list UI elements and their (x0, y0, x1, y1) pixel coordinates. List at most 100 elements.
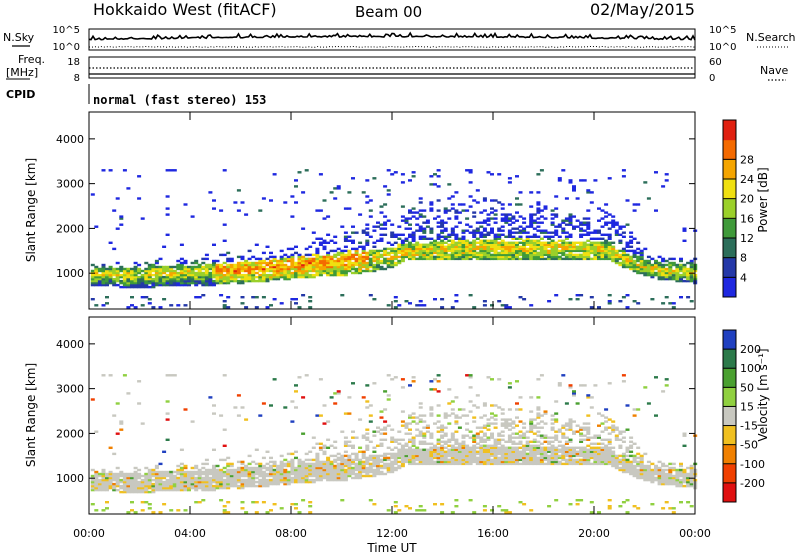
heatmap-cell (543, 235, 548, 238)
heatmap-cell (390, 233, 395, 236)
heatmap-cell (347, 249, 352, 253)
heatmap-cell (361, 456, 366, 460)
heatmap-cell (408, 257, 412, 261)
heatmap-cell (140, 490, 145, 494)
heatmap-cell (504, 511, 509, 514)
heatmap-cell (301, 396, 306, 399)
heatmap-cell (244, 267, 249, 271)
heatmap-cell (450, 251, 455, 255)
heatmap-cell (579, 434, 584, 437)
heatmap-cell (682, 434, 687, 437)
heatmap-cell (176, 468, 181, 472)
heatmap-cell (625, 450, 630, 453)
heatmap-cell (536, 460, 541, 464)
heatmap-cell (269, 265, 273, 269)
heatmap-cell (536, 201, 541, 204)
heatmap-cell (165, 169, 170, 172)
heatmap-cell (254, 468, 259, 472)
heatmap-cell (151, 488, 156, 492)
heatmap-cell (646, 464, 651, 468)
heatmap-cell (144, 275, 149, 279)
heatmap-cell (575, 402, 580, 405)
heatmap-cell (525, 462, 530, 466)
heatmap-cell (297, 257, 302, 261)
heatmap-cell (579, 458, 584, 462)
heatmap-cell (133, 490, 138, 494)
heatmap-cell (229, 470, 234, 474)
heatmap-cell (650, 267, 655, 271)
heatmap-cell (347, 456, 352, 460)
heatmap-cell (461, 408, 466, 411)
heatmap-cell (190, 482, 195, 486)
heatmap-cell (511, 452, 516, 456)
heatmap-cell (247, 257, 252, 261)
heatmap-cell (679, 277, 683, 281)
heatmap-cell (133, 269, 138, 273)
heatmap-cell (582, 249, 587, 253)
heatmap-cell (465, 428, 470, 431)
heatmap-cell (490, 444, 494, 447)
heatmap-cell (361, 247, 366, 251)
heatmap-cell (408, 507, 412, 510)
heatmap-cell (204, 273, 209, 277)
heatmap-cell (304, 462, 309, 466)
heatmap-cell (105, 476, 109, 480)
heatmap-cell (283, 253, 288, 257)
heatmap-cell (400, 173, 405, 176)
heatmap-cell (646, 197, 651, 200)
heatmap-cell (94, 470, 99, 474)
heatmap-cell (543, 440, 548, 443)
heatmap-cell (336, 464, 341, 468)
heatmap-cell (219, 468, 224, 472)
heatmap-cell (422, 251, 427, 255)
heatmap-cell (219, 414, 224, 417)
heatmap-cell (486, 257, 491, 261)
x-tick-label: 00:00 (679, 527, 711, 540)
heatmap-cell (194, 283, 199, 287)
heatmap-cell (504, 249, 509, 253)
heatmap-cell (297, 255, 302, 259)
heatmap-cell (504, 426, 509, 429)
heatmap-cell (600, 454, 605, 458)
heatmap-cell (236, 281, 241, 285)
heatmap-cell (393, 249, 398, 253)
heatmap-cell (172, 476, 177, 480)
heatmap-cell (108, 271, 113, 275)
heatmap-cell (94, 488, 99, 492)
heatmap-cell (418, 450, 423, 453)
heatmap-cell (347, 267, 352, 271)
heatmap-cell (539, 442, 544, 445)
heatmap-cell (408, 450, 412, 453)
heatmap-cell (482, 235, 487, 238)
heatmap-cell (536, 245, 541, 248)
heatmap-cell (425, 221, 430, 224)
heatmap-cell (251, 273, 256, 277)
heatmap-cell (543, 245, 548, 248)
heatmap-cell (429, 245, 434, 248)
heatmap-cell (226, 251, 231, 255)
heatmap-cell (229, 468, 234, 472)
heatmap-cell (162, 298, 167, 301)
heatmap-cell (112, 472, 117, 476)
heatmap-cell (215, 281, 220, 285)
heatmap-cell (361, 454, 366, 458)
heatmap-cell (122, 275, 127, 279)
y-tick-label: 3000 (56, 383, 84, 396)
heatmap-cell (447, 402, 452, 405)
heatmap-cell (304, 273, 309, 277)
heatmap-cell (368, 269, 373, 273)
heatmap-cell (433, 450, 437, 453)
heatmap-cell (212, 466, 216, 470)
heatmap-cell (597, 231, 601, 234)
heatmap-cell (258, 261, 263, 265)
heatmap-cell (258, 466, 263, 470)
heatmap-cell (554, 438, 559, 441)
heatmap-cell (162, 486, 167, 490)
heatmap-cell (515, 251, 519, 255)
heatmap-cell (679, 273, 683, 277)
heatmap-cell (582, 233, 587, 236)
heatmap-cell (536, 221, 541, 224)
heatmap-cell (222, 267, 227, 271)
heatmap-cell (547, 436, 552, 439)
heatmap-cell (379, 253, 384, 257)
